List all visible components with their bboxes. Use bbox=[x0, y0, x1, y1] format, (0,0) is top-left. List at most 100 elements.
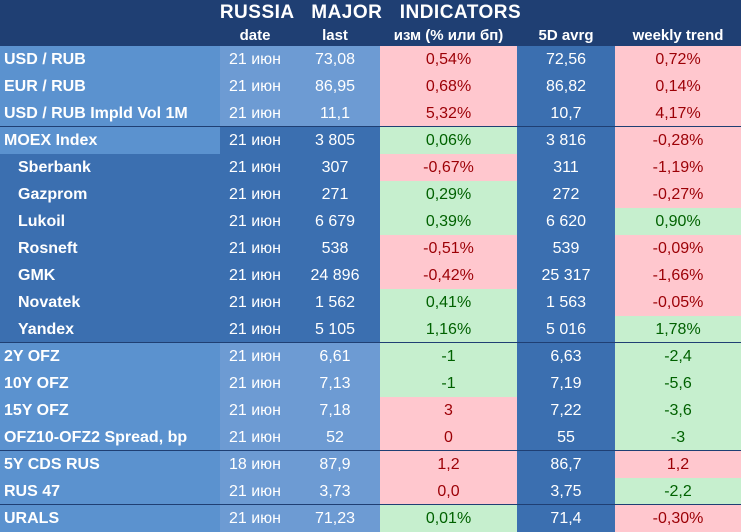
row-change: -0,67% bbox=[380, 154, 517, 181]
row-5d-average: 3,75 bbox=[517, 478, 615, 505]
header-name bbox=[0, 26, 220, 46]
row-weekly-trend: -1,19% bbox=[615, 154, 741, 181]
row-name: Sberbank bbox=[0, 154, 220, 181]
row-weekly-trend: 4,17% bbox=[615, 100, 741, 127]
row-5d-average: 5 016 bbox=[517, 316, 615, 343]
row-change: 0,29% bbox=[380, 181, 517, 208]
row-5d-average: 86,7 bbox=[517, 451, 615, 478]
table-title: RUSSIA MAJOR INDICATORS bbox=[0, 0, 741, 26]
row-change: 3 bbox=[380, 397, 517, 424]
row-5d-average: 6,63 bbox=[517, 343, 615, 370]
row-last: 7,13 bbox=[290, 370, 380, 397]
row-change: -0,51% bbox=[380, 235, 517, 262]
row-weekly-trend: 0,14% bbox=[615, 73, 741, 100]
row-weekly-trend: -0,27% bbox=[615, 181, 741, 208]
row-weekly-trend: -0,09% bbox=[615, 235, 741, 262]
row-name: OFZ10-OFZ2 Spread, bp bbox=[0, 424, 220, 451]
row-name: 5Y CDS RUS bbox=[0, 451, 220, 478]
row-date: 21 июн bbox=[220, 397, 290, 424]
row-date: 21 июн bbox=[220, 262, 290, 289]
row-last: 86,95 bbox=[290, 73, 380, 100]
row-change: 0 bbox=[380, 424, 517, 451]
header-last: last bbox=[290, 26, 380, 46]
row-change: 0,68% bbox=[380, 73, 517, 100]
row-weekly-trend: 1,78% bbox=[615, 316, 741, 343]
row-name: URALS bbox=[0, 505, 220, 532]
row-last: 52 bbox=[290, 424, 380, 451]
row-date: 21 июн bbox=[220, 100, 290, 127]
row-date: 21 июн bbox=[220, 73, 290, 100]
row-date: 21 июн bbox=[220, 316, 290, 343]
row-weekly-trend: -2,2 bbox=[615, 478, 741, 505]
row-change: 0,39% bbox=[380, 208, 517, 235]
row-name: Yandex bbox=[0, 316, 220, 343]
row-5d-average: 72,56 bbox=[517, 46, 615, 73]
row-date: 21 июн bbox=[220, 46, 290, 73]
row-change: 5,32% bbox=[380, 100, 517, 127]
row-last: 307 bbox=[290, 154, 380, 181]
row-date: 21 июн bbox=[220, 478, 290, 505]
row-weekly-trend: -3,6 bbox=[615, 397, 741, 424]
row-5d-average: 6 620 bbox=[517, 208, 615, 235]
row-5d-average: 7,22 bbox=[517, 397, 615, 424]
row-name: Rosneft bbox=[0, 235, 220, 262]
row-5d-average: 1 563 bbox=[517, 289, 615, 316]
row-name: RUS 47 bbox=[0, 478, 220, 505]
row-last: 3 805 bbox=[290, 127, 380, 154]
header-change: изм (% или бп) bbox=[380, 26, 517, 46]
row-change: 0,0 bbox=[380, 478, 517, 505]
row-weekly-trend: -0,30% bbox=[615, 505, 741, 532]
row-last: 3,73 bbox=[290, 478, 380, 505]
row-last: 11,1 bbox=[290, 100, 380, 127]
row-name: USD / RUB bbox=[0, 46, 220, 73]
row-change: 0,01% bbox=[380, 505, 517, 532]
row-5d-average: 311 bbox=[517, 154, 615, 181]
row-change: 1,16% bbox=[380, 316, 517, 343]
row-change: 0,54% bbox=[380, 46, 517, 73]
row-weekly-trend: -3 bbox=[615, 424, 741, 451]
row-date: 21 июн bbox=[220, 505, 290, 532]
row-weekly-trend: -2,4 bbox=[615, 343, 741, 370]
row-name: USD / RUB Impld Vol 1M bbox=[0, 100, 220, 127]
row-name: EUR / RUB bbox=[0, 73, 220, 100]
row-5d-average: 7,19 bbox=[517, 370, 615, 397]
row-date: 21 июн bbox=[220, 181, 290, 208]
row-change: 0,41% bbox=[380, 289, 517, 316]
row-name: Lukoil bbox=[0, 208, 220, 235]
row-last: 87,9 bbox=[290, 451, 380, 478]
row-5d-average: 3 816 bbox=[517, 127, 615, 154]
row-last: 538 bbox=[290, 235, 380, 262]
row-date: 18 июн bbox=[220, 451, 290, 478]
row-date: 21 июн bbox=[220, 343, 290, 370]
row-weekly-trend: 0,90% bbox=[615, 208, 741, 235]
row-last: 1 562 bbox=[290, 289, 380, 316]
row-last: 6 679 bbox=[290, 208, 380, 235]
row-date: 21 июн bbox=[220, 127, 290, 154]
header-5d-average: 5D avrg bbox=[517, 26, 615, 46]
row-name: GMK bbox=[0, 262, 220, 289]
row-5d-average: 86,82 bbox=[517, 73, 615, 100]
row-last: 71,23 bbox=[290, 505, 380, 532]
row-name: 10Y OFZ bbox=[0, 370, 220, 397]
row-name: 15Y OFZ bbox=[0, 397, 220, 424]
row-5d-average: 272 bbox=[517, 181, 615, 208]
row-date: 21 июн bbox=[220, 424, 290, 451]
row-5d-average: 71,4 bbox=[517, 505, 615, 532]
row-5d-average: 539 bbox=[517, 235, 615, 262]
row-name: Gazprom bbox=[0, 181, 220, 208]
row-date: 21 июн bbox=[220, 370, 290, 397]
header-date: date bbox=[220, 26, 290, 46]
row-date: 21 июн bbox=[220, 208, 290, 235]
row-5d-average: 55 bbox=[517, 424, 615, 451]
row-change: 1,2 bbox=[380, 451, 517, 478]
row-weekly-trend: -1,66% bbox=[615, 262, 741, 289]
row-weekly-trend: -0,05% bbox=[615, 289, 741, 316]
row-last: 24 896 bbox=[290, 262, 380, 289]
row-weekly-trend: -0,28% bbox=[615, 127, 741, 154]
header-weekly-trend: weekly trend bbox=[615, 26, 741, 46]
row-weekly-trend: 0,72% bbox=[615, 46, 741, 73]
row-change: 0,06% bbox=[380, 127, 517, 154]
row-weekly-trend: -5,6 bbox=[615, 370, 741, 397]
row-name: Novatek bbox=[0, 289, 220, 316]
